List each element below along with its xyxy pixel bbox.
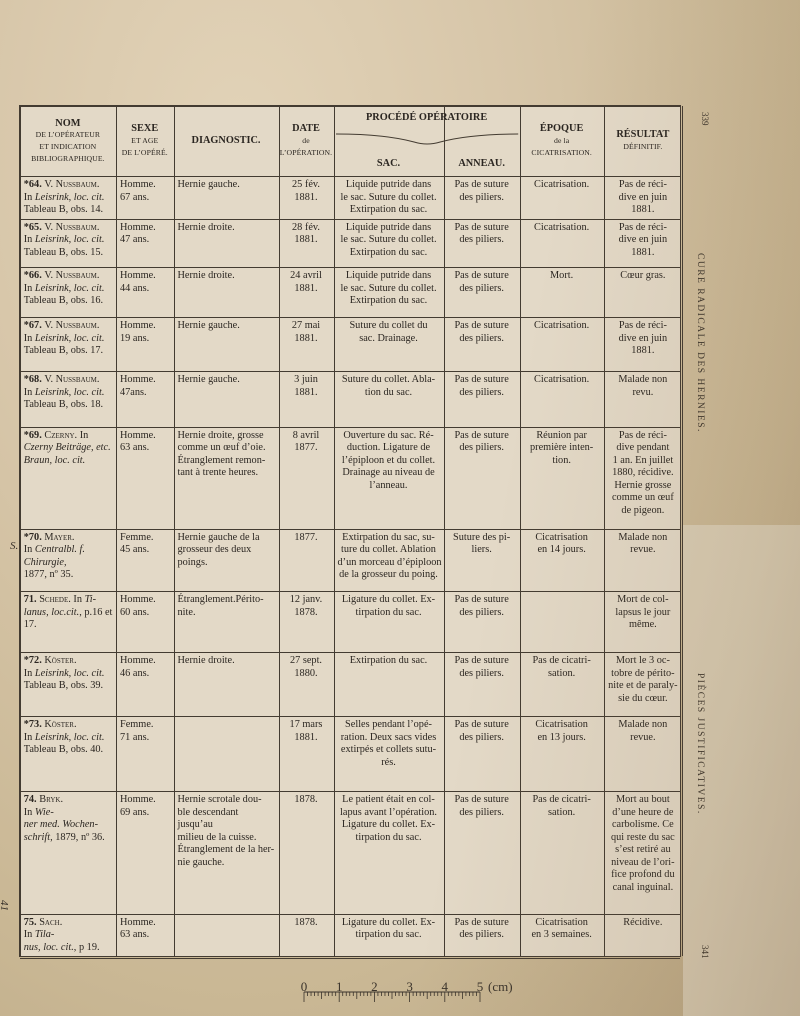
svg-text:4: 4 (442, 979, 449, 994)
svg-text:0: 0 (301, 979, 308, 994)
svg-text:1: 1 (336, 979, 343, 994)
svg-text:5: 5 (477, 979, 484, 994)
svg-text:3: 3 (406, 979, 413, 994)
svg-text:(cm): (cm) (488, 979, 513, 994)
svg-text:2: 2 (371, 979, 378, 994)
